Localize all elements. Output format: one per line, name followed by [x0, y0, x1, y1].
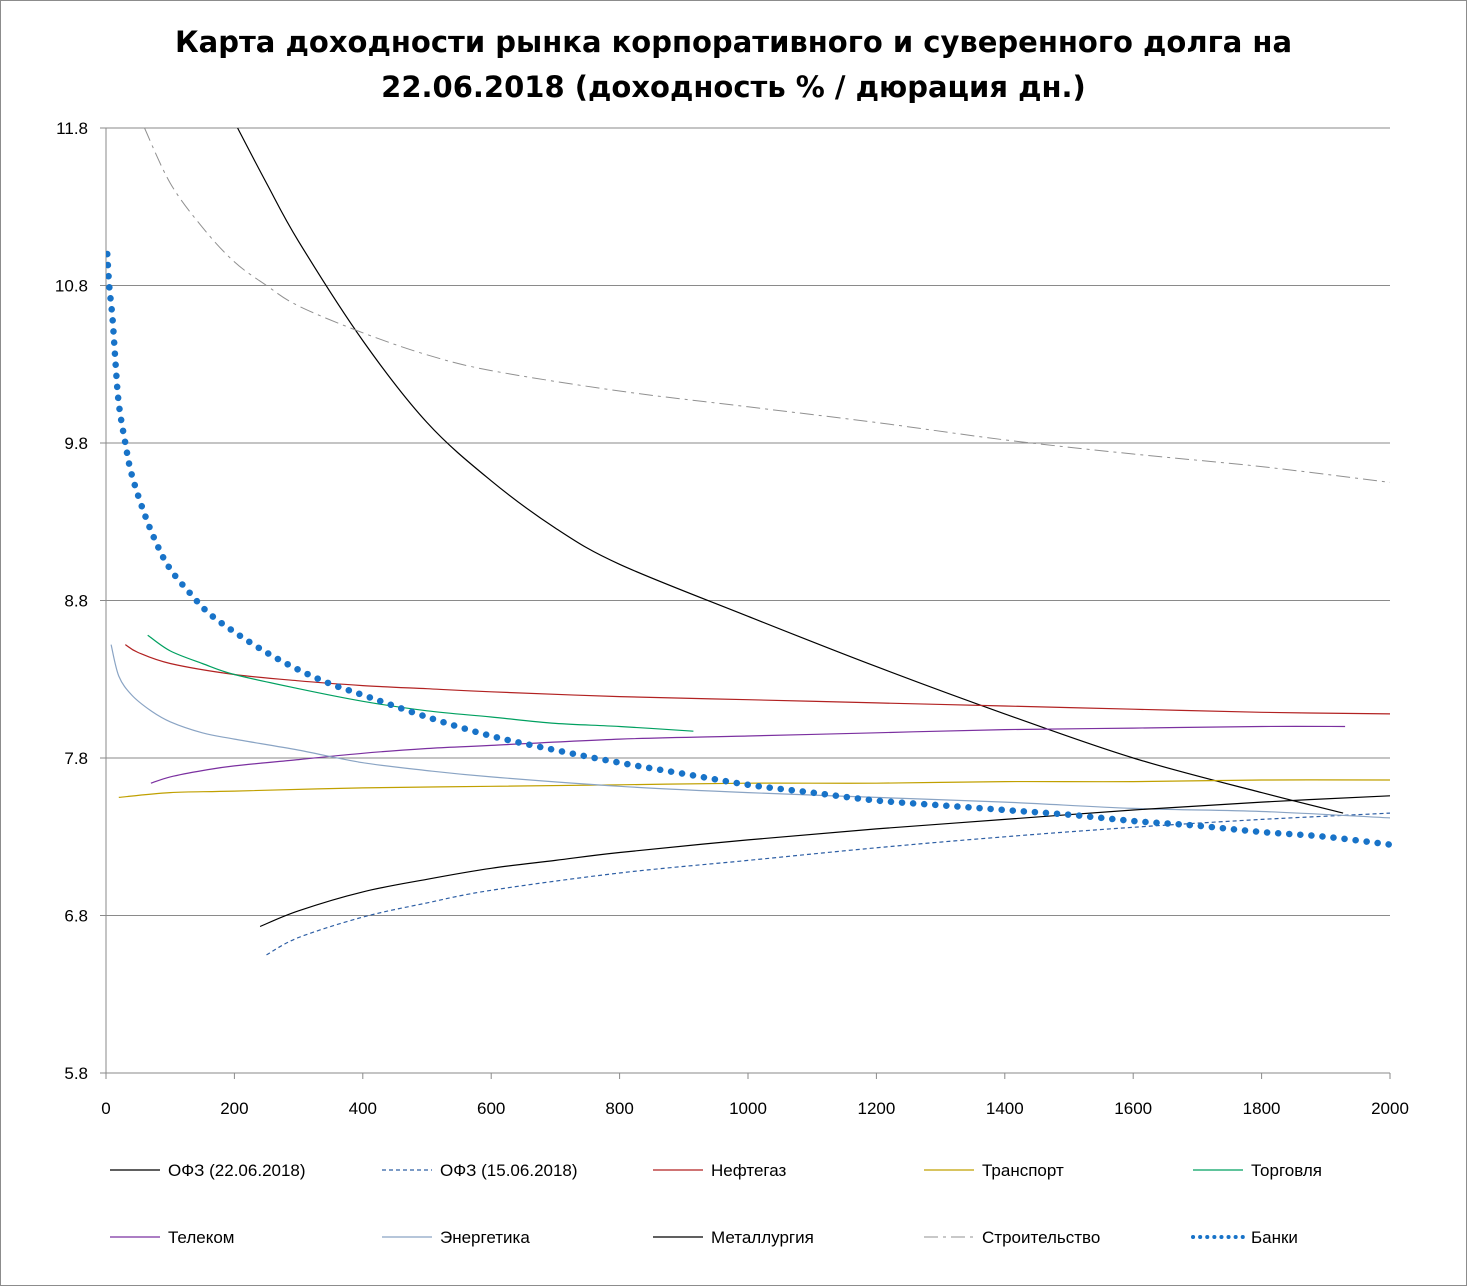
legend-label: Строительство [982, 1228, 1100, 1247]
chart-title: Карта доходности рынка корпоративного и … [0, 20, 1467, 110]
legend: ОФЗ (22.06.2018) ОФЗ (15.06.2018) Нефтегаз… [110, 1161, 1322, 1247]
y-tick-label: 6.8 [64, 907, 88, 926]
x-tick-label: 800 [605, 1099, 633, 1118]
legend-label: Энергетика [440, 1228, 530, 1247]
x-tick-label: 1400 [986, 1099, 1024, 1118]
y-tick-label: 5.8 [64, 1064, 88, 1083]
legend-label: Транспорт [982, 1161, 1064, 1180]
legend-item-7: Энергетика [382, 1228, 530, 1247]
y-tick-label: 7.8 [64, 749, 88, 768]
legend-item-10: Банки [1191, 1228, 1298, 1247]
legend-label: Банки [1251, 1228, 1298, 1247]
legend-item-2: ОФЗ (15.06.2018) [382, 1161, 578, 1180]
legend-item-3: Нефтегаз [653, 1161, 786, 1180]
series-line-4 [118, 779, 1391, 798]
legend-item-9: Строительство [924, 1228, 1100, 1247]
chart-title-line-2: 22.06.2018 (доходность % / дюрация дн.) [381, 70, 1086, 104]
legend-item-8: Металлургия [653, 1228, 814, 1247]
legend-label: Нефтегаз [711, 1161, 786, 1180]
series-line-2 [266, 812, 1391, 956]
x-tick-label: 1800 [1243, 1099, 1281, 1118]
y-tick-label: 11.8 [56, 119, 88, 138]
legend-label: Торговля [1251, 1161, 1322, 1180]
legend-label: ОФЗ (22.06.2018) [168, 1161, 306, 1180]
x-tick-label: 200 [220, 1099, 248, 1118]
series-line-9 [144, 127, 1391, 483]
legend-label: Металлургия [711, 1228, 814, 1247]
x-tick-label: 0 [101, 1099, 110, 1118]
series-line-6 [150, 725, 1346, 784]
legend-item-6: Телеком [110, 1228, 234, 1247]
series-line-5 [147, 634, 694, 732]
series-line-3 [124, 644, 1391, 715]
y-tick-label: 9.8 [64, 434, 88, 453]
series-line-1 [237, 127, 1344, 814]
legend-label: ОФЗ (15.06.2018) [440, 1161, 578, 1180]
axes: 5.8 6.8 7.8 8.8 9.8 10.8 11.8 0 200 400 600 800 1000… [55, 119, 1409, 1118]
grid-lines [106, 127, 1390, 916]
x-tick-label: 1200 [857, 1099, 895, 1118]
series-lines [106, 127, 1394, 956]
x-tick-label: 1000 [729, 1099, 767, 1118]
series-line-7 [110, 644, 1391, 819]
y-tick-label: 10.8 [55, 277, 88, 296]
y-tick-label: 8.8 [64, 592, 88, 611]
legend-item-4: Транспорт [924, 1161, 1064, 1180]
legend-item-1: ОФЗ (22.06.2018) [110, 1161, 306, 1180]
series-line-8 [259, 795, 1391, 928]
x-tick-label: 1600 [1114, 1099, 1152, 1118]
legend-label: Телеком [168, 1228, 234, 1247]
chart-title-line-1: Карта доходности рынка корпоративного и … [174, 25, 1293, 59]
x-tick-label: 2000 [1371, 1099, 1409, 1118]
x-tick-label: 600 [477, 1099, 505, 1118]
series-line-10 [106, 250, 1394, 848]
x-tick-label: 400 [349, 1099, 377, 1118]
legend-item-5: Торговля [1193, 1161, 1322, 1180]
